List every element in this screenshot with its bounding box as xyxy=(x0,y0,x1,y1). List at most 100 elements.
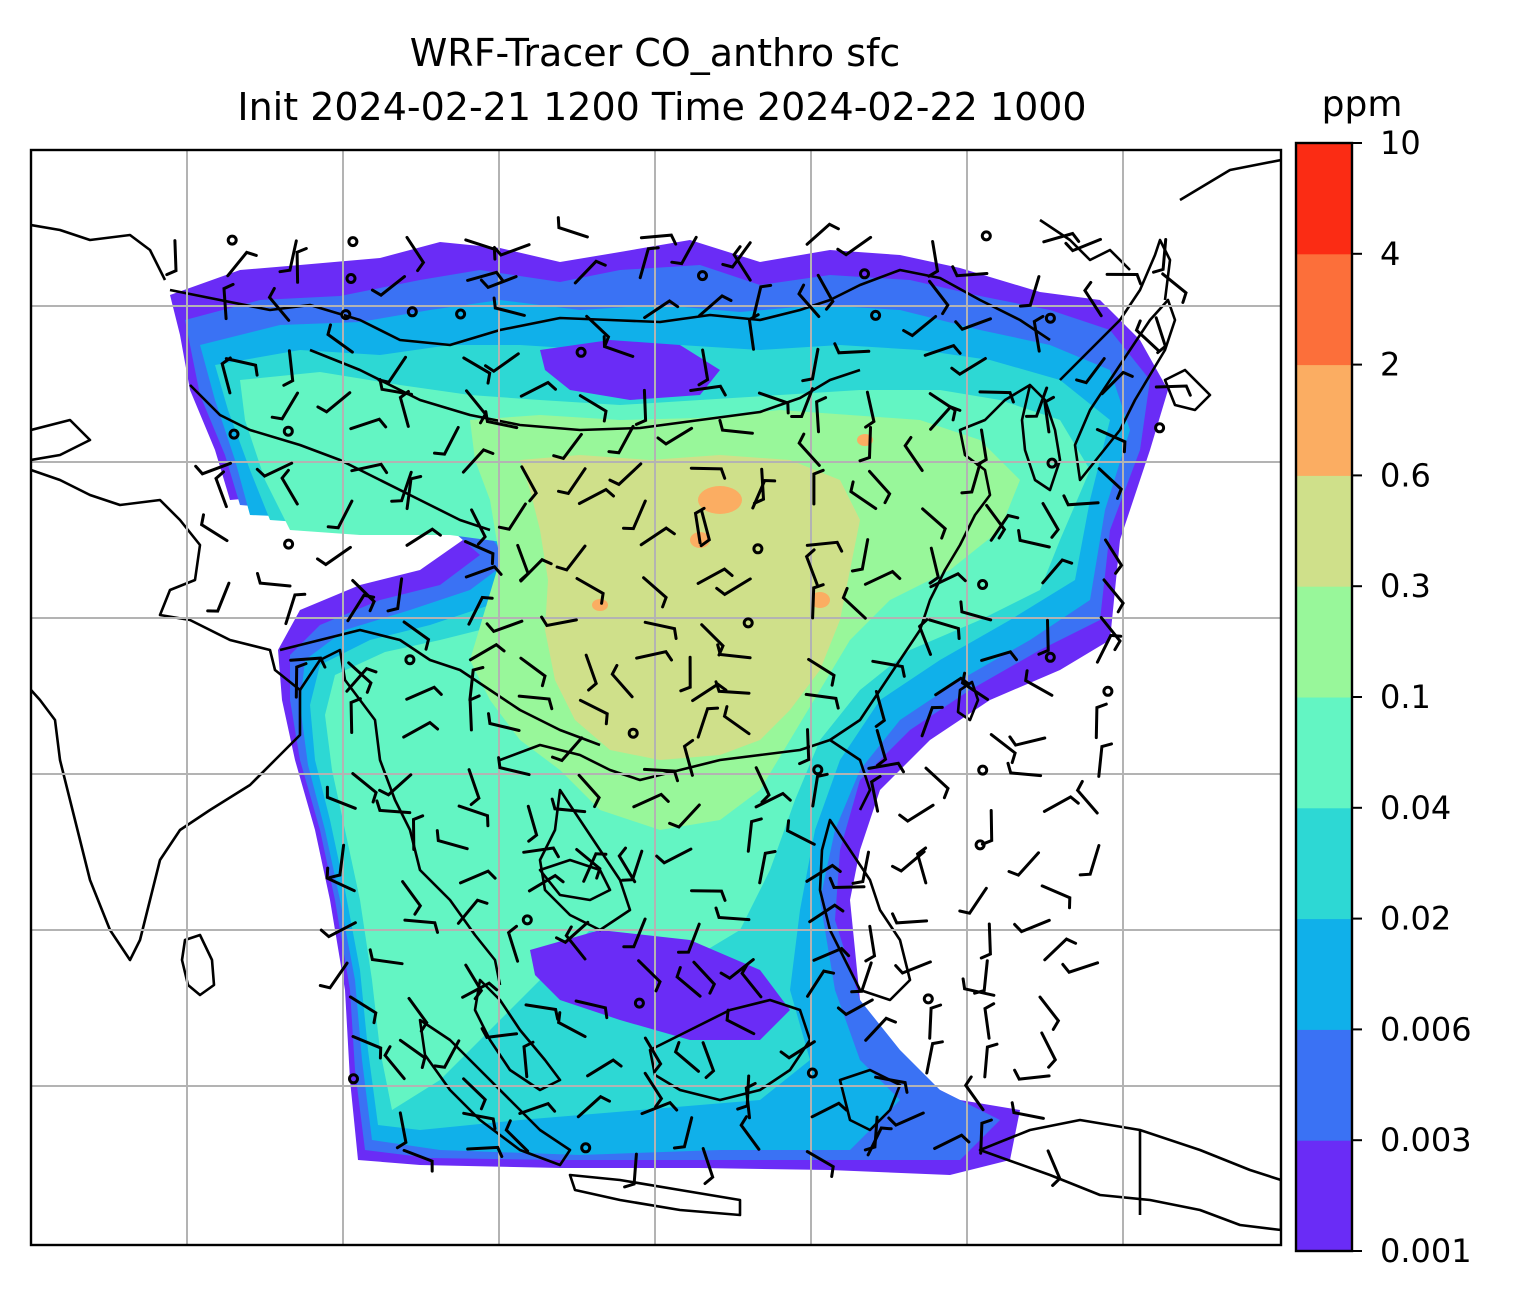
wind-barb xyxy=(959,600,993,622)
wind-barb xyxy=(925,1040,944,1075)
wind-barb xyxy=(607,424,635,455)
wind-barb xyxy=(1095,633,1123,664)
wind-barb xyxy=(875,729,888,767)
calm-wind-marker xyxy=(404,654,416,666)
wind-barb xyxy=(1038,995,1061,1031)
colorbar-band xyxy=(1296,1029,1352,1141)
wind-barb xyxy=(851,850,870,885)
wind-barb xyxy=(375,799,412,815)
wind-barb xyxy=(754,766,771,804)
wind-barb xyxy=(643,767,679,783)
wind-barb xyxy=(295,247,308,284)
colorbar-band xyxy=(1296,143,1352,255)
wind-barb xyxy=(602,335,635,358)
wind-barb xyxy=(573,259,607,285)
wind-barb xyxy=(812,946,851,962)
wind-barb xyxy=(1043,395,1055,434)
calm-wind-marker xyxy=(228,428,240,440)
calm-wind-marker xyxy=(580,1142,592,1154)
wind-barb xyxy=(869,774,882,813)
wind-barb xyxy=(864,1016,897,1042)
wind-barb xyxy=(461,981,499,999)
wind-barb xyxy=(487,712,521,732)
wind-barb xyxy=(722,705,751,736)
wind-barb xyxy=(797,283,821,318)
calm-wind-marker xyxy=(870,309,882,321)
calm-wind-marker xyxy=(752,543,764,555)
wind-barb xyxy=(556,1011,587,1039)
wind-barb xyxy=(634,388,648,426)
wind-barb xyxy=(693,506,706,545)
wind-barb xyxy=(692,960,717,995)
wind-barb xyxy=(934,676,971,697)
wind-barb xyxy=(786,819,816,846)
wind-barb xyxy=(492,296,526,317)
wind-barb xyxy=(690,889,727,902)
wind-barb xyxy=(841,586,867,620)
colorbar-tick-label: 0.001 xyxy=(1380,1232,1472,1270)
calm-wind-marker xyxy=(812,764,824,776)
wind-barb xyxy=(402,1148,434,1173)
wind-barb xyxy=(492,243,531,257)
calm-wind-marker xyxy=(406,306,418,318)
calm-wind-marker xyxy=(742,617,754,629)
calm-wind-marker xyxy=(1102,685,1114,697)
wind-barb xyxy=(214,470,228,509)
wind-barb xyxy=(402,720,440,739)
wind-barb xyxy=(963,1075,985,1112)
wind-barb xyxy=(1017,529,1051,549)
wind-barb xyxy=(1037,618,1050,656)
hotspot xyxy=(592,599,608,611)
wind-barb xyxy=(701,1147,715,1185)
wind-barb xyxy=(316,391,352,414)
wind-barb xyxy=(585,314,611,348)
wind-barb xyxy=(721,241,752,269)
wind-barb xyxy=(898,803,935,823)
wind-barb xyxy=(1062,494,1100,507)
wind-barb xyxy=(874,1075,909,1094)
wind-barb xyxy=(318,961,349,990)
coastline-sulawesi xyxy=(838,1068,902,1132)
wind-barb xyxy=(804,692,840,710)
border-north xyxy=(169,268,1051,347)
wind-barb xyxy=(378,378,414,396)
wind-barb xyxy=(1104,538,1124,575)
wind-barb xyxy=(805,863,842,883)
wind-barb xyxy=(923,343,962,357)
calm-wind-marker xyxy=(977,579,989,590)
wind-barb xyxy=(617,846,637,884)
wind-barb xyxy=(319,921,357,939)
wind-barb xyxy=(858,426,872,463)
colorbar-band xyxy=(1296,1140,1352,1252)
coastline-java xyxy=(568,1173,742,1217)
wind-barb xyxy=(378,773,413,797)
wind-barb xyxy=(701,1041,716,1079)
colorbar-tick-label: 0.04 xyxy=(1380,789,1451,827)
calm-wind-marker xyxy=(977,764,989,776)
wind-barb xyxy=(368,948,404,966)
wind-barb xyxy=(805,222,840,246)
wind-barb xyxy=(887,1111,925,1127)
wind-barb xyxy=(584,653,598,692)
wind-barb xyxy=(815,396,828,434)
wind-barb xyxy=(811,583,825,620)
wind-barb xyxy=(462,356,492,385)
wind-barb xyxy=(637,959,662,993)
wind-barb xyxy=(622,499,647,531)
colorbar-tick-label: 0.006 xyxy=(1380,1010,1472,1048)
wind-barb xyxy=(656,426,694,446)
wind-barb xyxy=(718,418,754,435)
wind-barb xyxy=(519,380,557,398)
wind-barb xyxy=(1042,795,1080,813)
wind-barb xyxy=(715,577,752,597)
wind-barb xyxy=(433,426,460,456)
wind-barb xyxy=(1102,578,1125,614)
wind-barb xyxy=(740,963,763,999)
wind-barb xyxy=(929,572,967,589)
wind-barb xyxy=(806,969,836,998)
wind-barb xyxy=(850,961,873,994)
wind-barb xyxy=(689,466,727,480)
wind-barb xyxy=(1095,428,1127,454)
wind-barb xyxy=(643,1036,663,1074)
wind-barb xyxy=(577,773,601,809)
